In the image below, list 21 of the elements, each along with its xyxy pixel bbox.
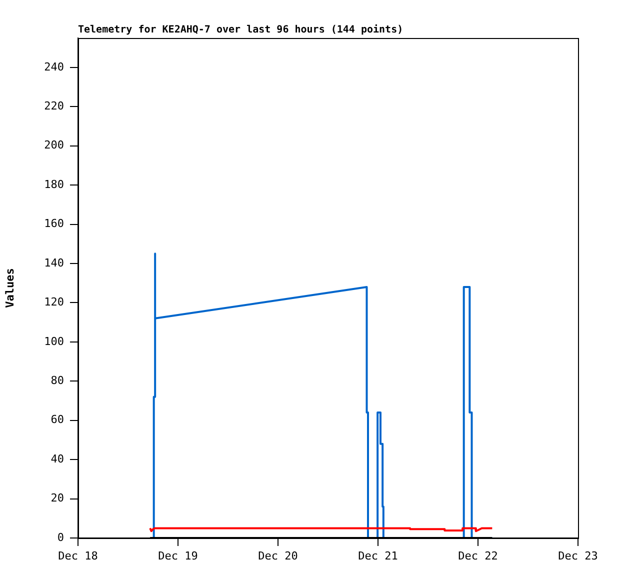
y-tick-label: 0	[57, 530, 64, 544]
y-axis-title: Values	[3, 268, 16, 308]
x-tick-label: Dec 20	[258, 549, 298, 562]
y-tick-label: 220	[44, 99, 64, 112]
x-tick-label: Dec 21	[358, 549, 398, 562]
x-tick-label: Dec 22	[458, 549, 498, 562]
y-tick-label: 180	[44, 178, 64, 191]
x-tick-label: Dec 19	[158, 549, 198, 562]
chart-title: Telemetry for KE2AHQ-7 over last 96 hours (144 points)	[78, 24, 404, 36]
y-tick-label: 100	[44, 334, 64, 348]
x-tick-label: Dec 18	[58, 549, 98, 562]
y-tick-label: 200	[44, 138, 64, 152]
y-tick-label: 140	[44, 256, 64, 270]
y-tick-label: 20	[50, 492, 64, 505]
y-tick-label: 240	[44, 60, 64, 74]
y-tick-label: 80	[50, 374, 64, 387]
y-tick-label: 120	[44, 296, 64, 309]
y-tick-label: 60	[50, 413, 64, 426]
y-tick-label: 40	[50, 452, 64, 466]
x-tick-label: Dec 23	[558, 549, 598, 562]
y-tick-label: 160	[44, 217, 64, 230]
